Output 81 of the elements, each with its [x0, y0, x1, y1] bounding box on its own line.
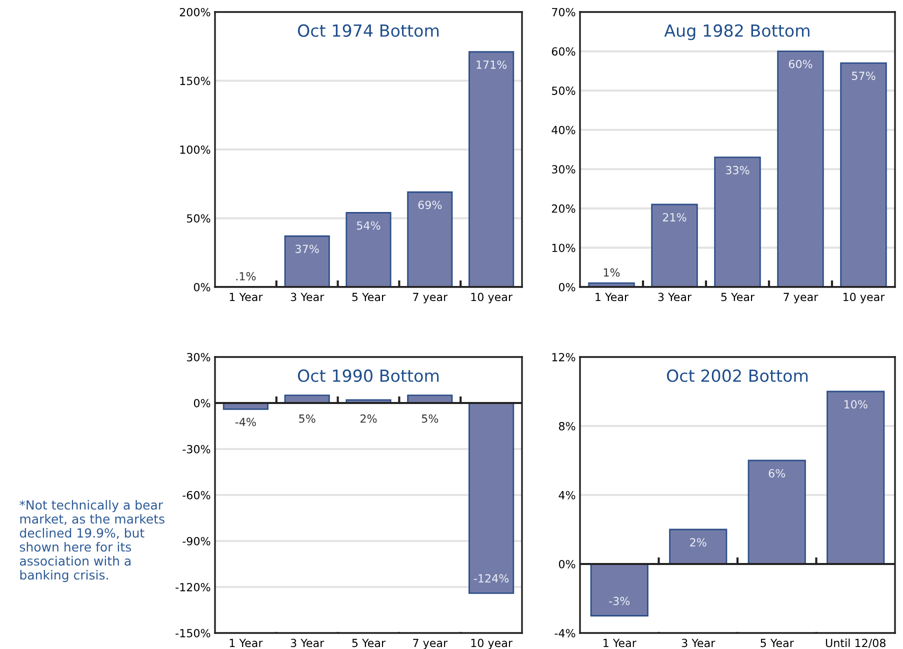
y-tick-label: 200% — [180, 8, 210, 16]
data-label: 10% — [844, 400, 868, 409]
y-tick-label: 10% — [552, 244, 576, 252]
x-tick-label: 1 Year — [604, 638, 636, 648]
data-label: 6% — [768, 469, 786, 478]
y-tick-label: 30% — [186, 352, 210, 362]
bar — [284, 235, 330, 287]
data-label: -124% — [474, 574, 509, 583]
y-tick-label: 50% — [552, 86, 576, 95]
y-tick-label: 0% — [194, 398, 210, 408]
data-label: 2% — [690, 538, 706, 547]
y-tick-label: 12% — [552, 352, 576, 362]
x-tick-label: 10 year — [471, 292, 513, 304]
text: Oct 1990 Bottom — [298, 369, 439, 382]
x-tick-label: 5 Year — [352, 638, 386, 648]
y-tick-label: 100% — [180, 145, 210, 154]
bar — [468, 402, 514, 594]
x-tick-label: 1 Year — [230, 638, 263, 648]
x-tick-label: Until 12/08 — [826, 638, 886, 648]
data-label: 60% — [788, 60, 812, 68]
data-label: -4% — [235, 418, 256, 426]
y-tick-label: 60% — [552, 47, 576, 56]
data-label: .1% — [236, 272, 256, 280]
text: Aug 1982 Bottom — [664, 24, 810, 40]
y-tick-label: 30% — [552, 165, 576, 174]
x-tick-label: 5 Year — [721, 292, 755, 302]
x-tick-label: 3 Year — [658, 292, 692, 302]
data-label: 171% — [476, 60, 507, 69]
y-tick-label: -30% — [182, 444, 210, 454]
bar — [346, 212, 392, 287]
x-tick-label: 7 year — [784, 292, 818, 304]
y-tick-label: 0% — [558, 560, 576, 568]
x-tick-label: 10 year — [471, 638, 513, 649]
data-label: 37% — [296, 244, 319, 254]
y-tick-label: -60% — [182, 490, 210, 500]
x-tick-label: 1 Year — [596, 292, 629, 302]
data-label: -3% — [609, 596, 630, 606]
data-label: 5% — [299, 414, 316, 423]
y-tick-label: 8% — [558, 422, 576, 430]
y-tick-label: -120% — [176, 582, 210, 592]
x-tick-label: 7 year — [413, 292, 448, 304]
x-tick-label: 10 year — [843, 292, 885, 304]
data-label: 2% — [360, 414, 377, 423]
data-label: 33% — [726, 166, 750, 174]
bar — [407, 191, 453, 287]
y-tick-label: 20% — [552, 204, 576, 213]
data-label: 21% — [662, 213, 686, 222]
bar — [590, 563, 648, 616]
data-label: 1% — [604, 268, 620, 277]
y-tick-label: -150% — [176, 628, 210, 638]
y-tick-label: 50% — [186, 214, 210, 223]
data-label: 5% — [422, 414, 438, 423]
y-tick-label: 40% — [552, 126, 576, 134]
data-label: 54% — [357, 221, 380, 230]
text: Oct 1974 Bottom — [298, 24, 439, 37]
data-label: 57% — [852, 72, 876, 80]
x-tick-label: 3 Year — [290, 638, 324, 648]
data-label: 69% — [418, 200, 442, 210]
y-tick-label: 70% — [552, 8, 576, 16]
bar — [777, 50, 824, 287]
x-tick-label: 3 Year — [290, 292, 324, 302]
bar — [669, 528, 728, 565]
bar — [714, 156, 761, 287]
text: Oct 2002 Bottom — [666, 369, 808, 382]
bar — [826, 390, 885, 565]
y-tick-label: 150% — [180, 76, 210, 86]
bar — [748, 460, 806, 565]
bar — [840, 62, 887, 287]
y-tick-label: 0% — [558, 282, 576, 292]
bar — [651, 204, 698, 287]
y-tick-label: 4% — [558, 490, 576, 500]
bar — [468, 51, 514, 287]
x-tick-label: 7 year — [413, 638, 448, 649]
x-tick-label: 5 Year — [760, 638, 794, 648]
x-tick-label: 3 Year — [682, 638, 716, 648]
x-tick-label: 1 Year — [230, 292, 263, 302]
text: *Not technically a bear market, as the markets declined 19.9%, but shown here for its association with a banking crisis. — [20, 500, 164, 582]
y-tick-label: -4% — [554, 628, 576, 638]
y-tick-label: 0% — [194, 282, 210, 292]
y-tick-label: -90% — [182, 536, 210, 546]
x-tick-label: 5 Year — [352, 292, 386, 302]
